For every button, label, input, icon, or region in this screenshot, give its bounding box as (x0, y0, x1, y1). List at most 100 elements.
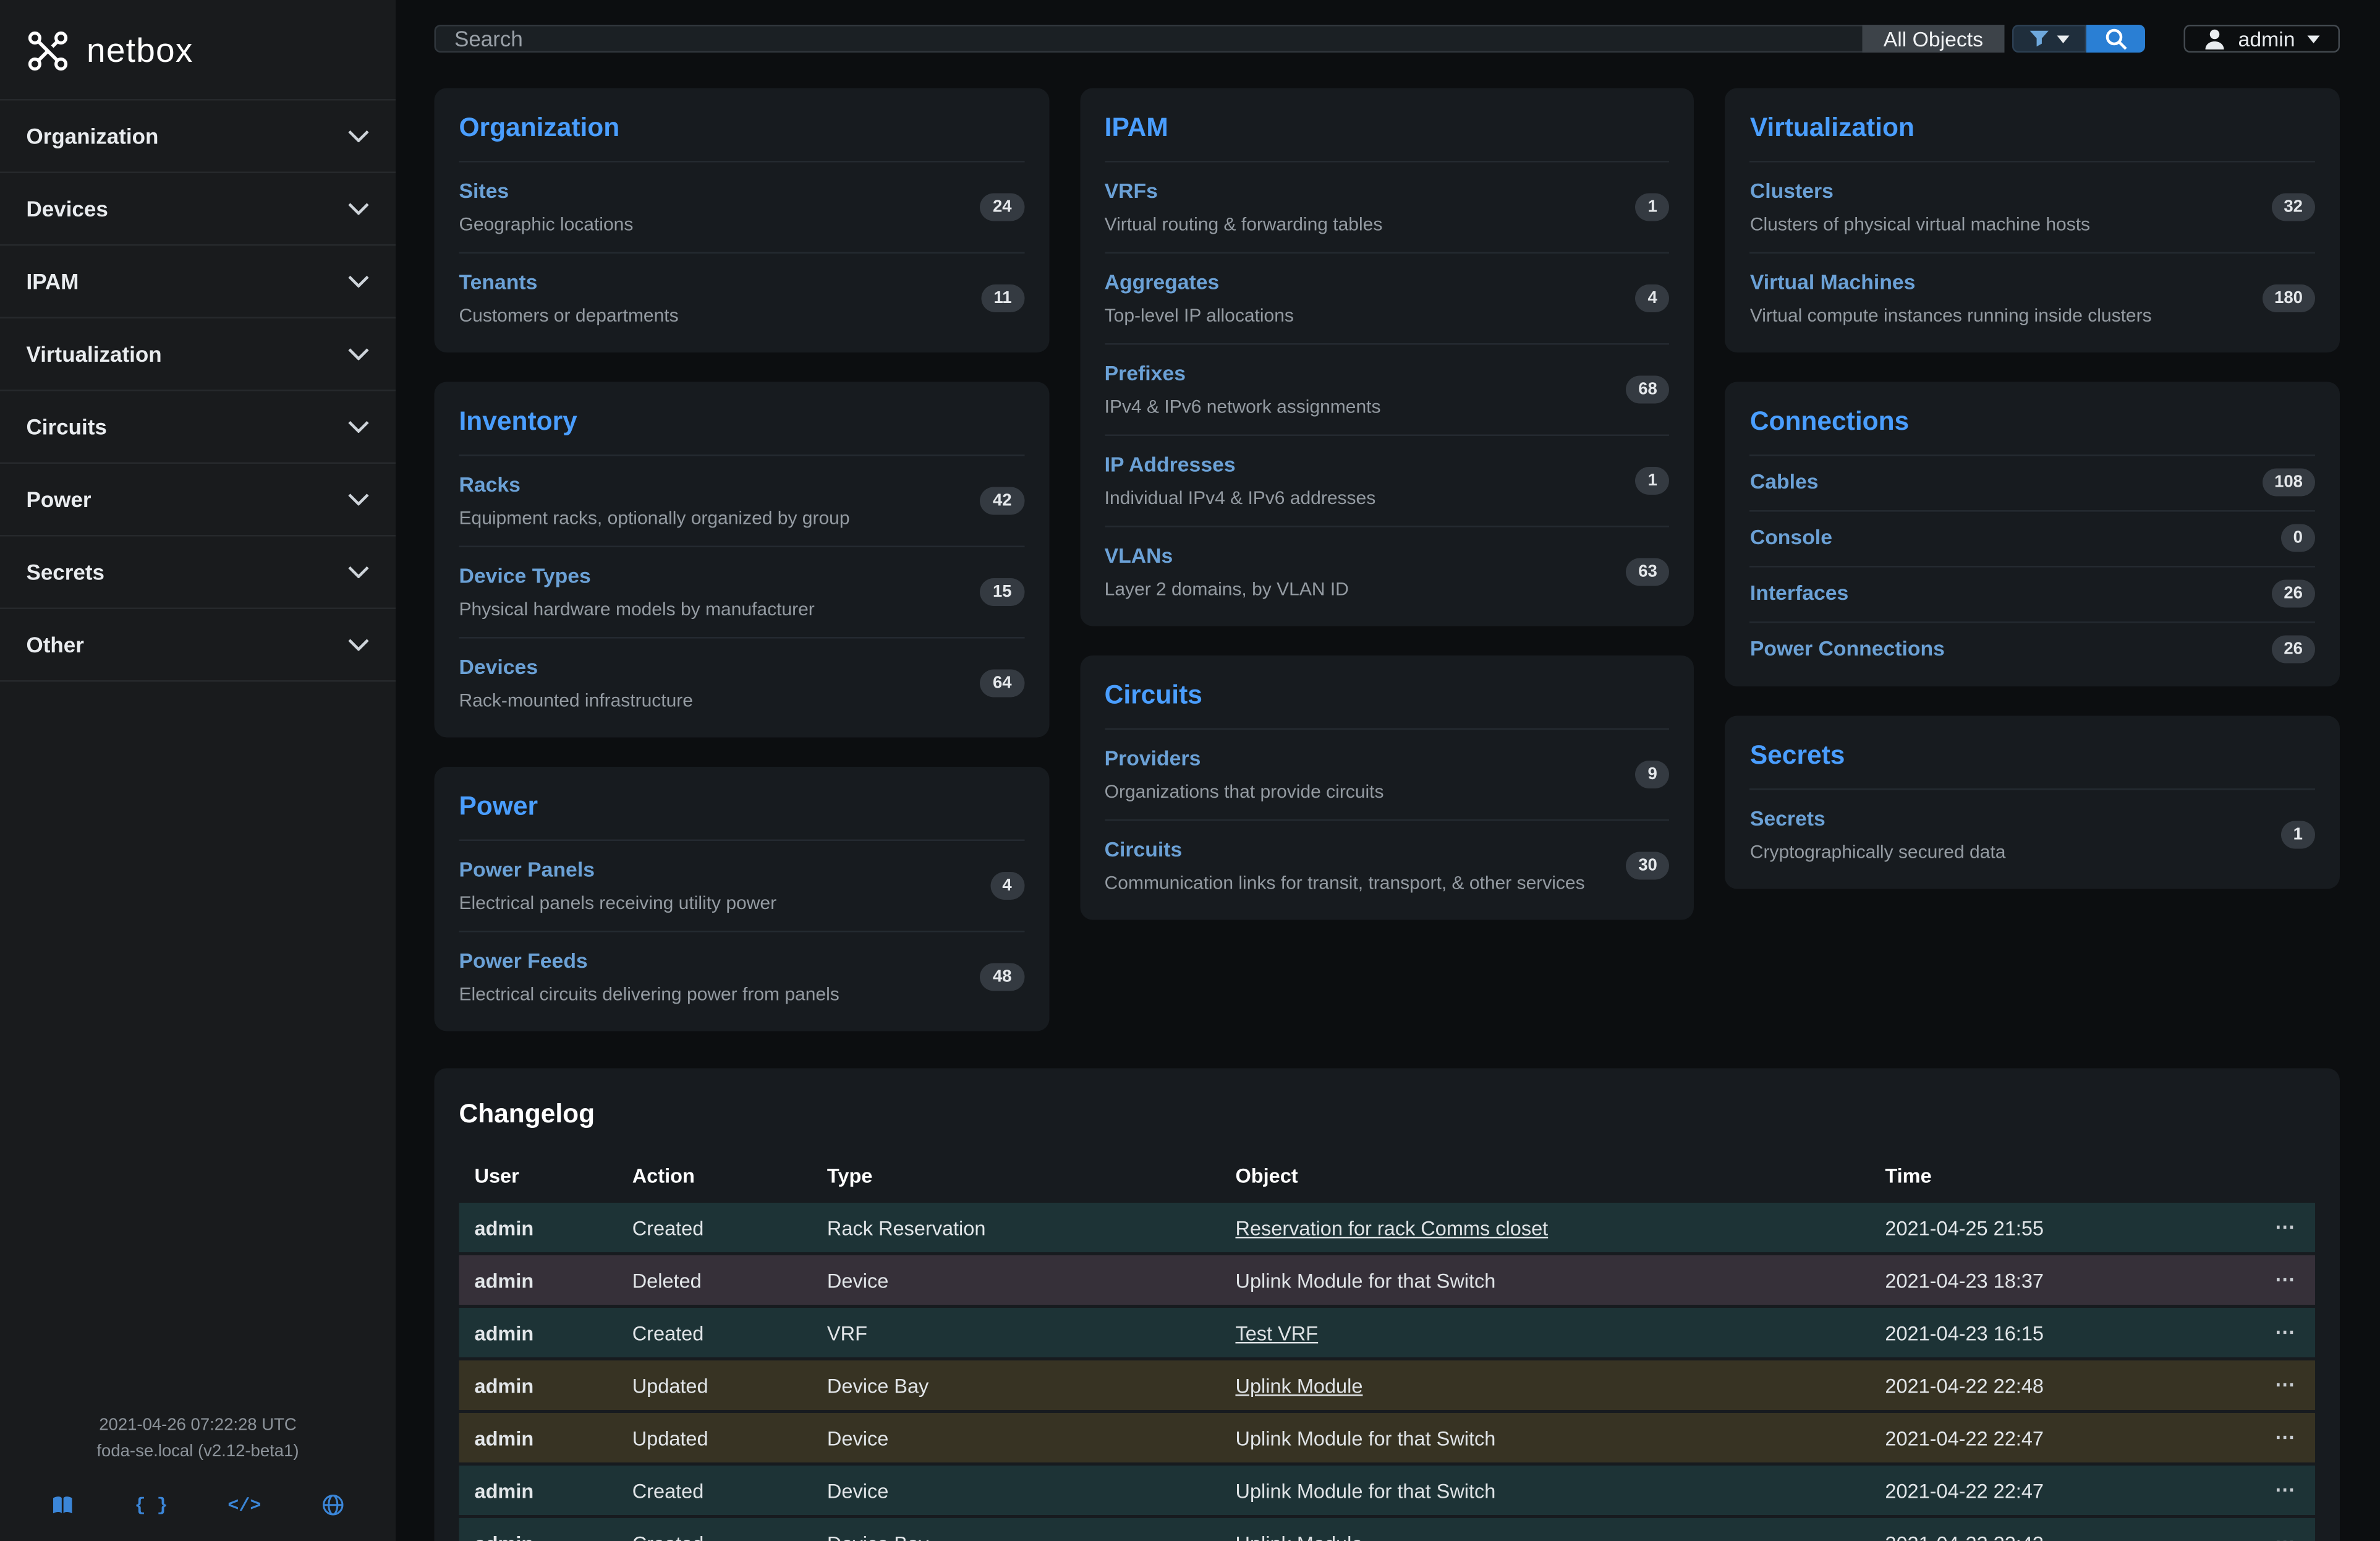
item-count-badge[interactable]: 42 (980, 486, 1024, 514)
topbar-gap (2005, 25, 2013, 53)
row-menu-button[interactable]: ⋯ (2275, 1530, 2297, 1541)
item-count-badge[interactable]: 15 (980, 577, 1024, 605)
item-count-badge[interactable]: 32 (2271, 192, 2315, 221)
sidebar-item-ipam[interactable]: IPAM (0, 244, 396, 317)
card-item-link[interactable]: Virtual Machines (1749, 270, 1916, 294)
card-item-link[interactable]: VLANs (1104, 544, 1173, 568)
item-count-badge[interactable]: 1 (1635, 466, 1670, 494)
sidebar-item-secrets[interactable]: Secrets (0, 535, 396, 608)
item-count-badge[interactable]: 4 (1635, 283, 1670, 312)
code-icon[interactable]: </> (227, 1494, 261, 1516)
card-item-racks: Racks Equipment racks, optionally organiz… (459, 455, 1024, 546)
sidebar-item-other[interactable]: Other (0, 607, 396, 682)
item-count-badge[interactable]: 0 (2280, 524, 2315, 552)
item-count-badge[interactable]: 64 (980, 668, 1024, 697)
changelog-action: Updated (616, 1359, 812, 1412)
card-item-link[interactable]: IP Addresses (1104, 453, 1236, 477)
footer-host: foda-se.local (v2.12-beta1) (96, 1442, 299, 1461)
changelog-action: Created (616, 1464, 812, 1517)
card-item-link[interactable]: Console (1749, 526, 1832, 549)
item-count-badge[interactable]: 11 (981, 283, 1024, 312)
changelog-action: Updated (616, 1411, 812, 1464)
globe-icon[interactable] (321, 1493, 344, 1517)
row-menu-button[interactable]: ⋯ (2274, 1215, 2297, 1239)
card-item-text: Cables (1750, 469, 1819, 497)
card-item-link[interactable]: Sites (459, 179, 509, 203)
item-count-badge[interactable]: 48 (980, 962, 1024, 991)
card-item-link[interactable]: Cables (1749, 470, 1819, 493)
item-count-badge[interactable]: 26 (2271, 635, 2315, 664)
item-count-badge[interactable]: 68 (1626, 375, 1670, 403)
changelog-user: admin (459, 1464, 617, 1517)
sidebar-item-label: Organization (26, 124, 159, 148)
netbox-logo[interactable]: netbox (0, 0, 396, 99)
item-count-badge[interactable]: 1 (1635, 192, 1670, 221)
search-scope-button[interactable]: All Objects (1861, 25, 2005, 53)
card-item-link[interactable]: Device Types (459, 564, 591, 588)
card-item-power-connections: Power Connections 26 (1749, 621, 2315, 677)
changelog-object-link[interactable]: Uplink Module (1235, 1373, 1363, 1397)
item-count-badge[interactable]: 24 (980, 192, 1024, 221)
card-item-link[interactable]: Circuits (1104, 838, 1183, 861)
card-item-text: Power Connections (1750, 636, 1945, 664)
api-icon[interactable]: { } (134, 1494, 168, 1516)
topbar: All Objects (434, 25, 2340, 53)
card-item-link[interactable]: Interfaces (1749, 581, 1849, 605)
changelog-object-link[interactable]: Test VRF (1235, 1321, 1319, 1344)
chevron-down-icon (348, 130, 370, 142)
filter-funnel-icon (2029, 30, 2050, 48)
card-item-link[interactable]: Power Feeds (459, 949, 588, 973)
card-item-cables: Cables 108 (1749, 455, 2315, 510)
changelog-type: VRF (811, 1306, 1220, 1359)
card-item-link[interactable]: Clusters (1749, 179, 1834, 203)
item-count-badge[interactable]: 180 (2262, 283, 2315, 312)
row-menu-button[interactable]: ⋯ (2274, 1320, 2297, 1344)
row-menu-button[interactable]: ⋯ (2274, 1373, 2297, 1396)
card-item-link[interactable]: Power Panels (459, 858, 595, 882)
card-item-link[interactable]: Devices (459, 655, 538, 679)
changelog-object-link[interactable]: Uplink Module (1235, 1531, 1362, 1541)
card-item-link[interactable]: Providers (1104, 746, 1201, 770)
card-item-desc: Communication links for transit, transpo… (1104, 872, 1585, 894)
sidebar-item-organization[interactable]: Organization (0, 99, 396, 172)
search-input[interactable] (434, 25, 1862, 53)
card-item-link[interactable]: VRFs (1104, 179, 1158, 203)
card-power: Power Power Panels Electrical panels recei… (434, 767, 1049, 1031)
item-count-badge[interactable]: 1 (2280, 820, 2315, 848)
search-submit-button[interactable] (2086, 25, 2146, 53)
item-count-badge[interactable]: 63 (1626, 557, 1670, 586)
card-item-text: Secrets Cryptographically secured data (1750, 806, 2006, 863)
card-item-link[interactable]: Secrets (1749, 807, 1825, 830)
card-item-link[interactable]: Tenants (459, 270, 538, 294)
docs-icon[interactable] (51, 1494, 75, 1516)
changelog-col-user: User (474, 1164, 519, 1188)
user-icon (2204, 27, 2226, 51)
item-count-badge[interactable]: 26 (2271, 579, 2315, 608)
item-count-badge[interactable]: 108 (2262, 468, 2315, 497)
sidebar-item-virtualization[interactable]: Virtualization (0, 317, 396, 390)
card-item-sites: Sites Geographic locations 24 (459, 161, 1024, 252)
changelog-type: Device (811, 1253, 1220, 1307)
card-item-link[interactable]: Racks (459, 473, 521, 497)
card-item-link[interactable]: Power Connections (1749, 637, 1945, 660)
item-count-badge[interactable]: 30 (1626, 851, 1670, 879)
card-ipam: IPAM VRFs Virtual routing & forwarding tab… (1079, 88, 1694, 626)
chevron-down-icon (348, 566, 370, 578)
row-menu-button[interactable]: ⋯ (2274, 1478, 2297, 1501)
sidebar-item-circuits[interactable]: Circuits (0, 390, 396, 463)
card-item-text: Virtual Machines Virtual compute instance… (1750, 269, 2152, 327)
row-menu-button[interactable]: ⋯ (2274, 1268, 2297, 1291)
row-menu-button[interactable]: ⋯ (2274, 1425, 2297, 1449)
item-count-badge[interactable]: 4 (990, 871, 1024, 899)
item-count-badge[interactable]: 9 (1635, 759, 1670, 788)
user-menu-button[interactable]: admin (2184, 25, 2340, 53)
card-item-link[interactable]: Aggregates (1104, 270, 1220, 294)
sidebar-item-devices[interactable]: Devices (0, 171, 396, 245)
card-item-link[interactable]: Prefixes (1104, 362, 1186, 385)
sidebar-item-power[interactable]: Power (0, 462, 396, 536)
changelog-object-link[interactable]: Reservation for rack Comms closet (1235, 1216, 1549, 1239)
changelog-time: 2021-04-22 22:43 (1869, 1516, 2259, 1541)
search-filter-button[interactable] (2012, 25, 2087, 53)
